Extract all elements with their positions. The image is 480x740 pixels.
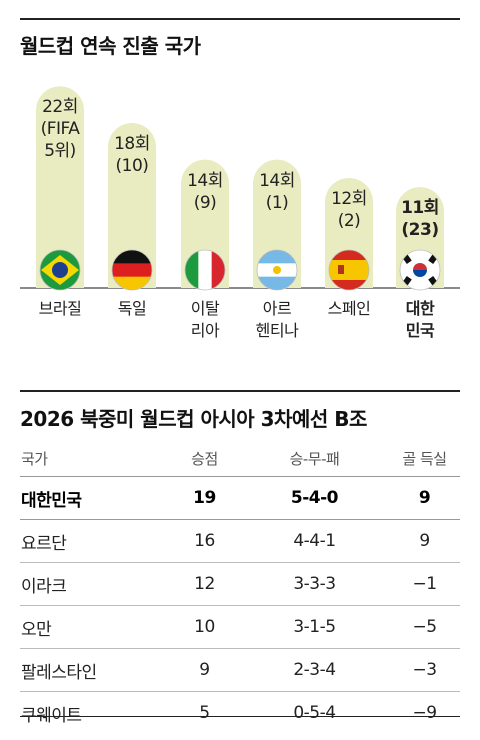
table-row: 이라크 12 3-3-3 −1 bbox=[20, 562, 460, 606]
bar-label-독일: 18회 (10) bbox=[92, 133, 172, 177]
bar-label-대한민국: 11회 (23) bbox=[380, 197, 460, 241]
value-label: 14회 bbox=[187, 170, 223, 191]
brazil-flag-icon bbox=[39, 249, 81, 291]
cell-goal-diff: −3 bbox=[389, 648, 460, 692]
value-label: 12회 bbox=[331, 189, 367, 209]
chart-title: 월드컵 연속 진출 국가 bbox=[20, 34, 201, 58]
bar-label-아르헨티나: 14회 (1) bbox=[237, 170, 317, 214]
category-label: 브라질 bbox=[20, 298, 100, 320]
table-row: 요르단 16 4-4-1 9 bbox=[20, 519, 460, 563]
rank-label: (23) bbox=[401, 220, 439, 241]
category-label-line: 대한 bbox=[405, 299, 435, 318]
bottom-rule bbox=[20, 716, 460, 717]
table-row: 팔레스타인 9 2-3-4 −3 bbox=[20, 648, 460, 692]
header-country: 국가 bbox=[20, 440, 169, 477]
category-label-line: 헨티나 bbox=[255, 321, 299, 340]
cell-points: 10 bbox=[169, 605, 240, 649]
table-row: 쿠웨이트 5 0-5-4 −9 bbox=[20, 692, 460, 735]
header-points: 승점 bbox=[169, 440, 240, 477]
value-label: 22회 bbox=[42, 97, 78, 118]
cell-country: 요르단 bbox=[20, 519, 169, 563]
category-label-line: 아르 bbox=[262, 299, 292, 318]
rank-label: (2) bbox=[337, 211, 361, 231]
standings-table: 국가 승점 승-무-패 골 득실 대한민국 19 5-4-0 9 요르단 16 4-4-1 9… bbox=[20, 440, 460, 734]
cell-goal-diff: −1 bbox=[389, 562, 460, 606]
cell-record: 4-4-1 bbox=[239, 519, 389, 563]
cell-record: 3-3-3 bbox=[239, 562, 389, 606]
rank-label: (1) bbox=[265, 192, 289, 213]
table-row: 오만 10 3-1-5 −5 bbox=[20, 605, 460, 649]
rank-label: 5위) bbox=[44, 141, 76, 162]
header-goal-diff: 골 득실 bbox=[389, 440, 460, 477]
category-label-line: 리아 bbox=[190, 321, 220, 340]
cell-points: 16 bbox=[169, 519, 240, 563]
value-label: 11회 bbox=[401, 198, 439, 219]
argentina-flag-icon bbox=[256, 249, 298, 291]
cell-goal-diff: −5 bbox=[389, 605, 460, 649]
cell-country: 대한민국 bbox=[20, 476, 169, 520]
category-label-line: 민국 bbox=[405, 321, 435, 340]
category-label: 독일 bbox=[92, 298, 172, 320]
value-label: 14회 bbox=[259, 170, 295, 191]
cell-country: 쿠웨이트 bbox=[21, 705, 82, 726]
bar-label-이탈리아: 14회 (9) bbox=[165, 170, 245, 214]
bar-독일 bbox=[108, 123, 156, 288]
cell-record: 5-4-0 bbox=[239, 476, 389, 520]
cell-points: 9 bbox=[169, 648, 240, 692]
rank-label: (9) bbox=[193, 192, 217, 213]
table-header-row: 국가 승점 승-무-패 골 득실 bbox=[20, 440, 460, 477]
category-label-line: 이탈 bbox=[190, 299, 220, 318]
header-record: 승-무-패 bbox=[239, 440, 389, 477]
cell-goal-diff: −9 bbox=[412, 703, 437, 723]
germany-flag-icon bbox=[111, 249, 153, 291]
rank-label: (FIFA bbox=[40, 119, 80, 140]
bar-label-스페인: 12회 (2) bbox=[309, 188, 389, 232]
cell-country: 오만 bbox=[20, 605, 169, 649]
table-row: 대한민국 19 5-4-0 9 bbox=[20, 476, 460, 520]
cell-record: 3-1-5 bbox=[239, 605, 389, 649]
cell-goal-diff: 9 bbox=[389, 476, 460, 520]
category-label-line: 스페인 bbox=[327, 299, 371, 318]
spain-flag-icon bbox=[328, 249, 370, 291]
category-label: 스페인 bbox=[309, 298, 389, 320]
cell-country: 팔레스타인 bbox=[20, 648, 169, 692]
bar-label-브라질: 22회 (FIFA 5위) bbox=[20, 96, 100, 162]
bar-chart bbox=[20, 86, 460, 291]
cell-points: 19 bbox=[169, 476, 240, 520]
cell-points: 12 bbox=[169, 562, 240, 606]
korea-flag-icon bbox=[399, 249, 441, 291]
top-rule bbox=[20, 18, 460, 20]
cell-goal-diff: 9 bbox=[389, 519, 460, 563]
italy-flag-icon bbox=[184, 249, 226, 291]
cell-record: 2-3-4 bbox=[239, 648, 389, 692]
category-label-line: 독일 bbox=[117, 299, 147, 318]
value-label: 18회 bbox=[114, 134, 150, 154]
bar-브라질 bbox=[36, 86, 84, 288]
cell-points: 5 bbox=[199, 703, 210, 723]
cell-country: 이라크 bbox=[20, 562, 169, 606]
rank-label: (10) bbox=[115, 156, 149, 176]
cell-record: 0-5-4 bbox=[293, 703, 336, 723]
category-label-line: 브라질 bbox=[38, 299, 82, 318]
table-top-rule bbox=[20, 390, 460, 392]
table-title: 2026 북중미 월드컵 아시아 3차예선 B조 bbox=[20, 407, 367, 431]
